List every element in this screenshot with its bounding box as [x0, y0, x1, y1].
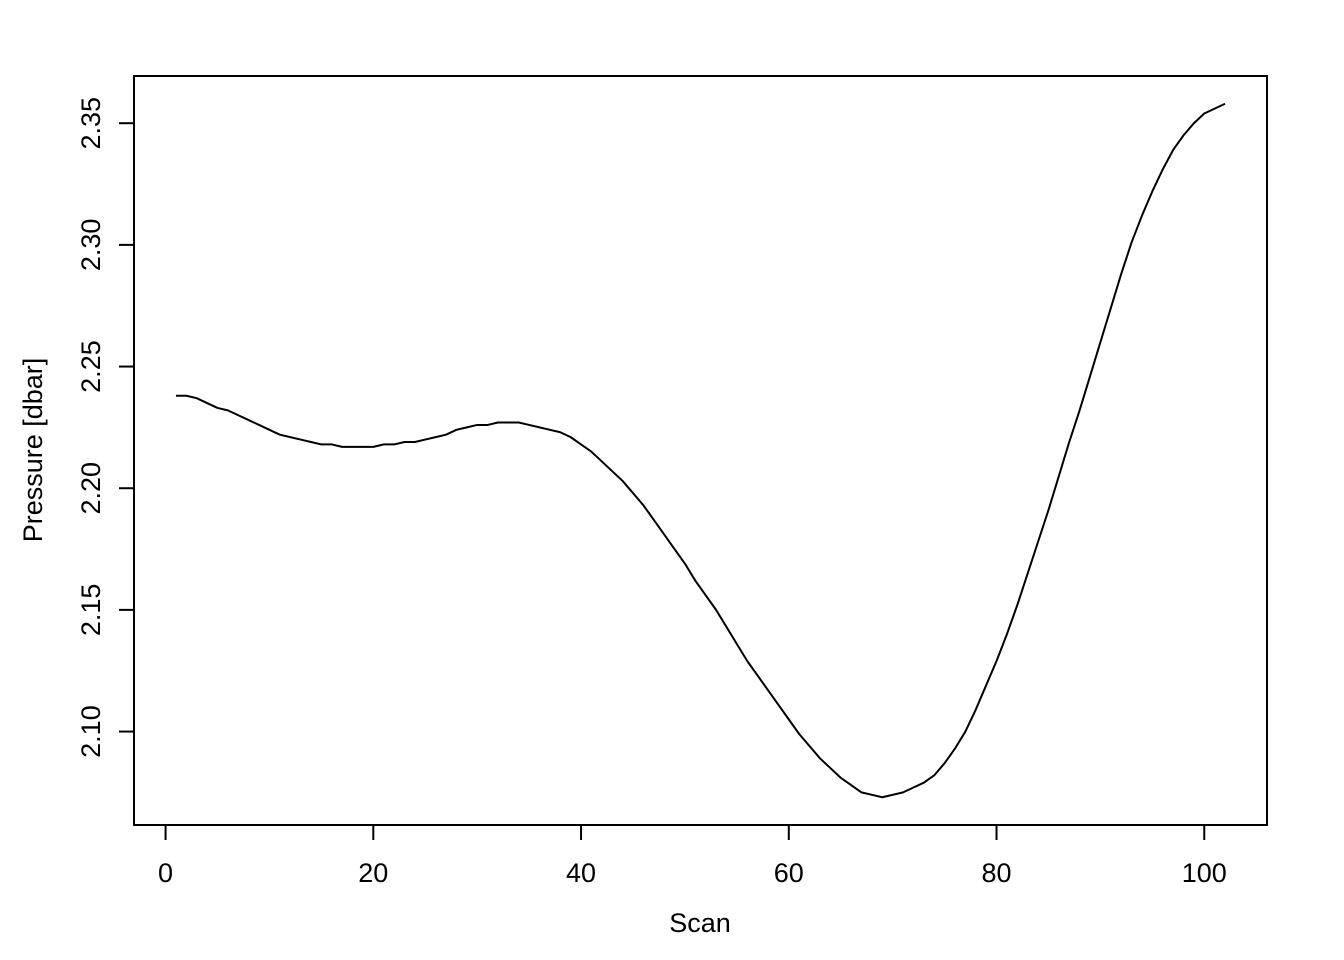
y-tick-label: 2.10: [76, 705, 106, 758]
x-tick-label: 20: [358, 858, 388, 888]
x-tick-label: 0: [158, 858, 173, 888]
data-line: [175, 102, 1226, 799]
y-tick-label: 2.25: [76, 340, 106, 393]
x-tick-label: 60: [774, 858, 804, 888]
y-tick-label: 2.30: [76, 219, 106, 272]
y-tick-label: 2.35: [76, 97, 106, 150]
plot-box: [133, 75, 1268, 826]
y-tick-label: 2.20: [76, 462, 106, 515]
y-tick-label: 2.15: [76, 584, 106, 637]
y-axis-label: Pressure [dbar]: [18, 358, 48, 543]
x-axis-label: Scan: [669, 908, 731, 938]
x-tick-label: 100: [1182, 858, 1227, 888]
x-tick-label: 80: [982, 858, 1012, 888]
x-tick-label: 40: [566, 858, 596, 888]
